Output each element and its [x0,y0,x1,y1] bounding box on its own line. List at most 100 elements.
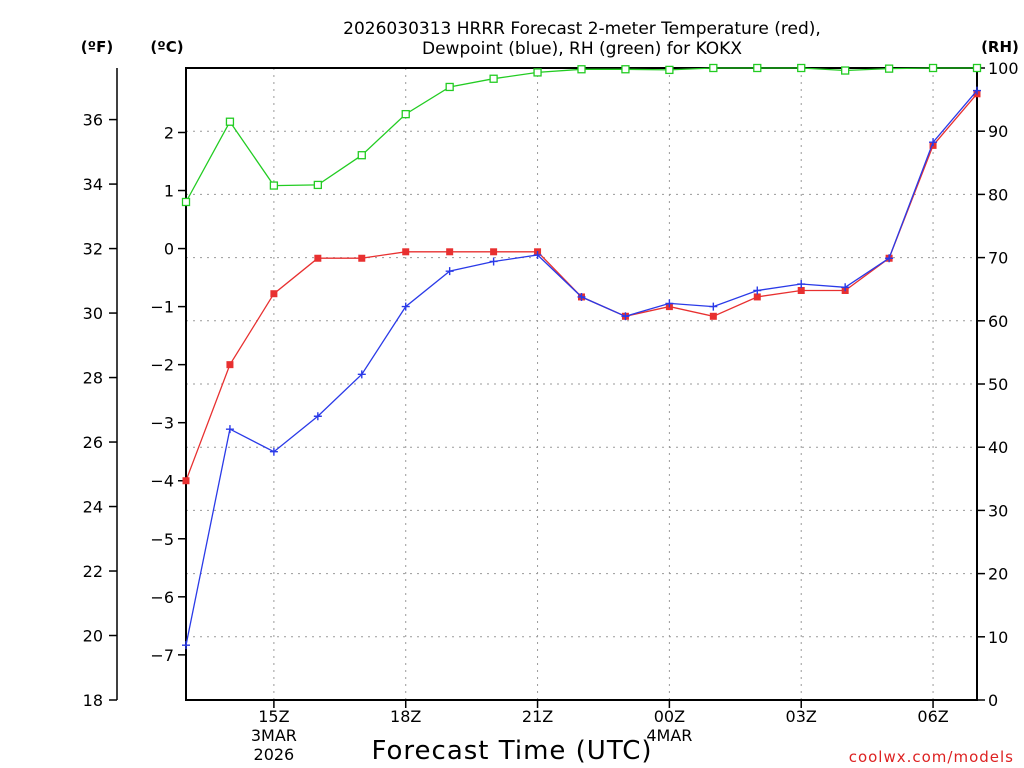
dewpoint-point [973,86,981,95]
dewpoint-point [665,299,674,308]
rh-point [797,63,806,73]
time-tick-label: 21Z [522,707,553,726]
rh-point [357,151,366,160]
rh-tick-label: 30 [988,501,1008,520]
fahrenheit-tick-label: 28 [83,369,103,388]
chart-title-line1: 2026030313 HRRR Forecast 2-meter Tempera… [343,19,821,39]
celsius-tick-label: −3 [150,414,174,433]
celsius-tick-label: 1 [164,182,174,201]
rh-point [709,63,718,73]
dewpoint-point [577,292,586,301]
temperature-point [709,312,717,320]
rh-point [445,82,454,92]
celsius-tick-label: 2 [164,123,174,142]
celsius-tick-label: −5 [150,530,174,549]
rh-point [621,65,630,74]
temperature-point [182,477,190,485]
rh-tick-label: 10 [988,628,1008,647]
dewpoint-point [621,312,630,321]
dewpoint-point [313,412,322,421]
dewpoint-point [885,254,894,263]
dewpoint-point [445,267,454,276]
chart-title-line2: Dewpoint (blue), RH (green) for KOKX [422,39,742,59]
rh-point [928,63,938,73]
rh-point [753,63,762,73]
celsius-tick-label: −7 [150,646,174,665]
rh-tick-label: 70 [988,249,1008,268]
temperature-point [446,248,454,256]
celsius-tick-label: −6 [150,588,174,607]
fahrenheit-tick-label: 36 [83,111,103,130]
temperature-point [797,286,805,294]
rh-tick-label: 90 [988,122,1008,141]
dewpoint-point [533,251,542,260]
rh-tick-label: 40 [988,438,1008,457]
year-label: 2026 [254,745,295,764]
temperature-point [753,293,761,301]
rh-unit-label: (RH) [981,38,1019,56]
rh-line [185,67,977,203]
dewpoint-point [797,280,806,289]
celsius-tick-label: 0 [164,240,174,259]
x-axis-title: Forecast Time (UTC) [371,736,652,766]
fahrenheit-tick-label: 34 [83,175,103,194]
dewpoint-point [929,138,938,147]
time-tick-label: 00Z [654,707,685,726]
fahrenheit-tick-label: 26 [83,433,103,452]
dewpoint-point [401,302,410,311]
temperature-point [314,254,322,262]
fahrenheit-tick-label: 18 [83,691,103,710]
time-tick-label: 03Z [786,707,817,726]
fahrenheit-tick-label: 32 [83,240,103,259]
dewpoint-point [225,425,234,434]
dewpoint-point [841,283,850,292]
fahrenheit-tick-label: 22 [83,562,103,581]
temperature-point [490,248,498,256]
rh-point [225,117,235,126]
data-series [181,63,982,650]
rh-point [313,180,322,190]
temperature-point [226,361,234,369]
dewpoint-point [753,286,762,295]
rh-tick-label: 100 [988,59,1019,78]
celsius-tick-label: −4 [150,472,174,491]
fahrenheit-unit-label: (ºF) [81,38,113,56]
rh-point [841,66,850,75]
temperature-point [402,248,410,256]
rh-tick-label: 50 [988,375,1008,394]
time-tick-label: 06Z [917,707,948,726]
rh-point [269,181,279,190]
rh-tick-label: 60 [988,312,1008,331]
celsius-tick-label: −2 [150,356,174,375]
celsius-tick-label: −1 [150,298,174,317]
fahrenheit-tick-label: 20 [83,627,103,646]
source-credit: coolwx.com/models [849,748,1014,766]
rh-point [665,65,674,75]
temperature-line [185,93,978,481]
rh-point [533,68,542,77]
rh-point [401,109,410,119]
axes [109,67,985,708]
rh-point [489,74,498,83]
date-label: 4MAR [646,726,692,745]
time-tick-label: 15Z [258,707,289,726]
date-label: 3MAR [251,726,297,745]
rh-point [884,64,894,73]
dewpoint-point [269,447,278,456]
tick-labels: 18202224262830323436−7−6−5−4−3−2−1012010… [83,59,1019,764]
dewpoint-point [182,641,190,650]
dewpoint-point [357,370,366,379]
grid-lines [186,68,977,700]
celsius-unit-label: (ºC) [150,38,183,56]
temperature-point [270,290,278,298]
time-tick-label: 18Z [390,707,421,726]
rh-tick-label: 0 [988,691,998,710]
rh-point [181,197,191,207]
rh-point [972,63,982,73]
temperature-point [358,254,366,262]
dewpoint-point [709,302,718,311]
rh-tick-label: 80 [988,185,1008,204]
dewpoint-point [489,257,498,266]
rh-point [577,65,586,74]
